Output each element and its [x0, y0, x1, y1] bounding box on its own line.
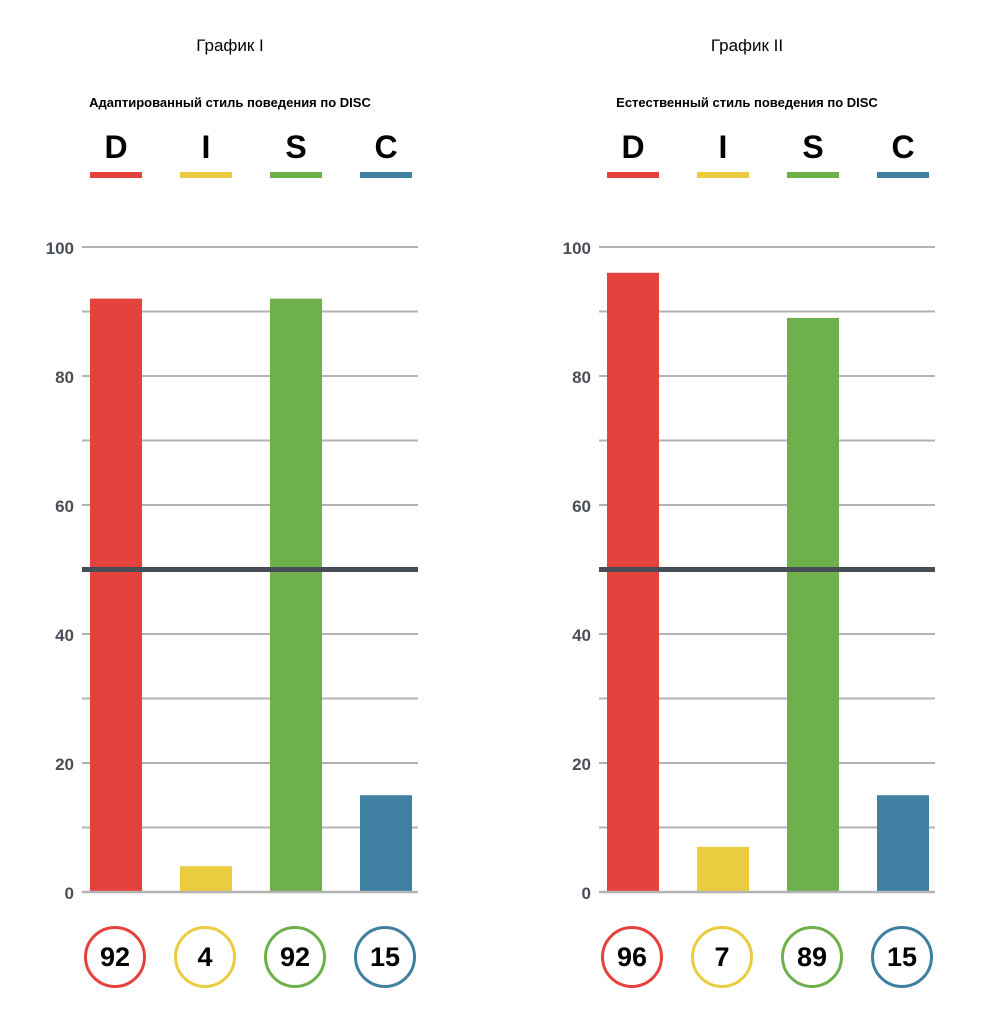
chart-subtitle: Адаптированный стиль поведения по DISC — [89, 95, 371, 110]
legend-letter: I — [718, 129, 728, 165]
value-circle-i: 4 — [174, 926, 236, 988]
value-circle-d: 92 — [84, 926, 146, 988]
category-legend: D I S C — [20, 128, 440, 180]
legend-item-i: I — [697, 128, 749, 178]
bar-d — [607, 272, 659, 892]
y-tick-label: 100 — [46, 239, 74, 258]
legend-swatch — [607, 172, 659, 178]
value-circle-c: 15 — [871, 926, 933, 988]
chart-title: График I — [196, 36, 264, 55]
legend-swatch — [180, 172, 232, 178]
legend-letter: S — [285, 129, 307, 165]
y-tick-label: 80 — [572, 368, 591, 387]
y-tick-label: 60 — [572, 497, 591, 516]
y-tick-label: 40 — [572, 626, 591, 645]
legend-swatch — [270, 172, 322, 178]
legend-swatch — [360, 172, 412, 178]
legend-item-c: C — [360, 128, 412, 178]
legend-letter: C — [891, 129, 915, 165]
bar-i — [697, 846, 749, 892]
legend-item-c: C — [877, 128, 929, 178]
legend-letter: D — [104, 129, 128, 165]
legend-item-s: S — [270, 128, 322, 178]
value-circle-i: 7 — [691, 926, 753, 988]
legend-item-d: D — [607, 128, 659, 178]
bar-s — [787, 317, 839, 892]
bar-d — [90, 298, 142, 893]
legend-letter: D — [621, 129, 645, 165]
legend-letter: I — [201, 129, 211, 165]
value-circle-c: 15 — [354, 926, 416, 988]
chart-panel-2: График II Естественный стиль поведения п… — [537, 0, 957, 1025]
y-tick-label: 40 — [55, 626, 74, 645]
bar-c — [877, 795, 929, 892]
legend-swatch — [877, 172, 929, 178]
legend-item-i: I — [180, 128, 232, 178]
legend-swatch — [787, 172, 839, 178]
value-circle-s: 92 — [264, 926, 326, 988]
y-tick-label: 20 — [572, 755, 591, 774]
value-circle-s: 89 — [781, 926, 843, 988]
legend-swatch — [90, 172, 142, 178]
bar-s — [270, 298, 322, 893]
chart-title: График II — [710, 36, 784, 55]
y-tick-label: 100 — [563, 239, 591, 258]
legend-swatch — [697, 172, 749, 178]
y-tick-label: 80 — [55, 368, 74, 387]
legend-item-s: S — [787, 128, 839, 178]
bar-i — [180, 866, 232, 892]
chart-panel-1: График I Адаптированный стиль поведения … — [20, 0, 440, 1025]
y-tick-label: 20 — [55, 755, 74, 774]
legend-letter: C — [374, 129, 398, 165]
bar-chart: 0 20 40 60 80 100 — [46, 239, 418, 903]
y-tick-label: 60 — [55, 497, 74, 516]
bar-chart: 0 20 40 60 80 100 — [563, 239, 935, 903]
category-legend: D I S C — [537, 128, 957, 180]
value-circle-d: 96 — [601, 926, 663, 988]
legend-item-d: D — [90, 128, 142, 178]
y-tick-label: 0 — [65, 884, 74, 903]
chart-subtitle: Естественный стиль поведения по DISC — [616, 95, 878, 110]
y-tick-label: 0 — [582, 884, 591, 903]
bar-c — [360, 795, 412, 892]
legend-letter: S — [802, 129, 824, 165]
